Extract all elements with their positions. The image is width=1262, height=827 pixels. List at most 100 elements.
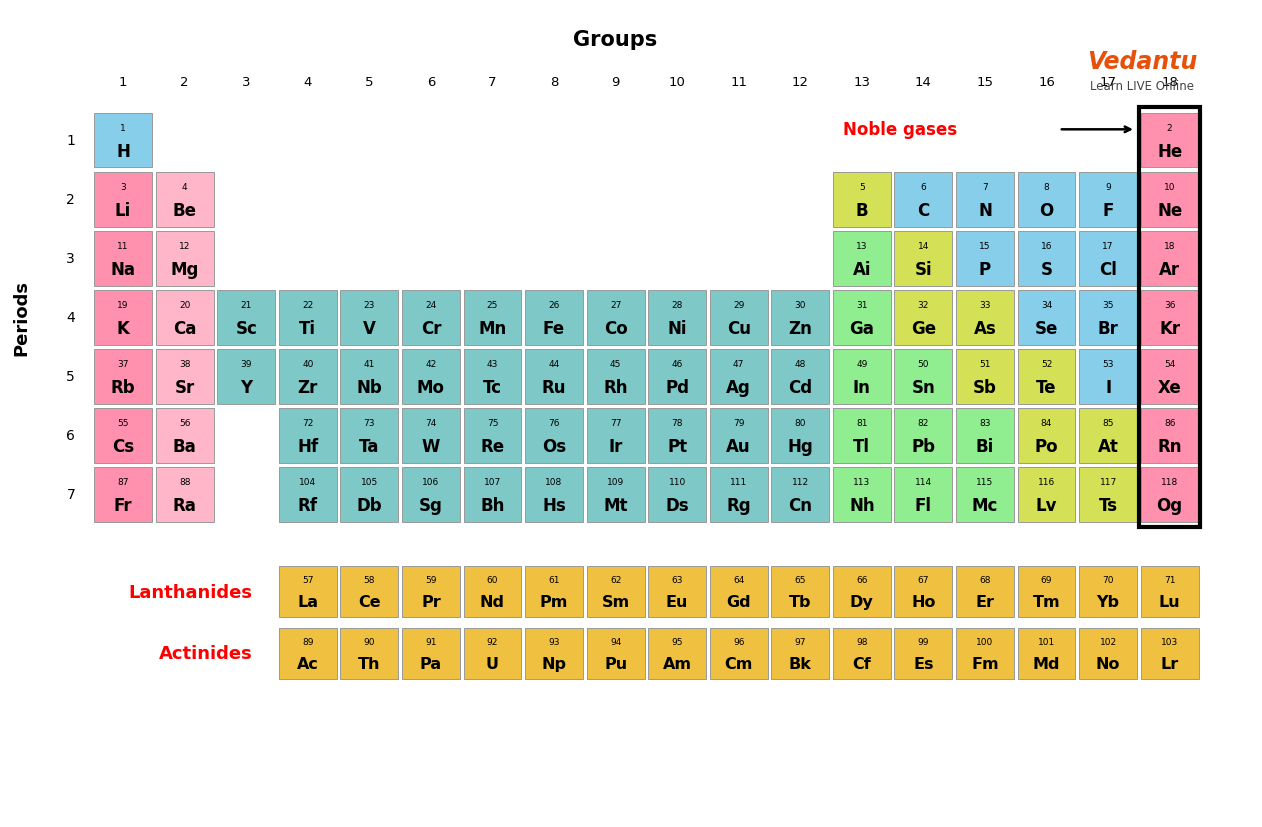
Text: 60: 60 xyxy=(487,575,498,584)
Text: 116: 116 xyxy=(1037,477,1055,486)
Text: 17: 17 xyxy=(1102,241,1114,251)
Bar xyxy=(1141,628,1199,680)
Text: 16: 16 xyxy=(1041,241,1053,251)
Bar xyxy=(1079,566,1137,618)
Text: 15: 15 xyxy=(977,76,993,89)
Text: 15: 15 xyxy=(979,241,991,251)
Bar xyxy=(155,173,213,227)
Bar xyxy=(95,290,151,345)
Bar xyxy=(709,566,767,618)
Text: Co: Co xyxy=(603,319,627,337)
Text: 8: 8 xyxy=(550,76,558,89)
Text: 43: 43 xyxy=(487,360,498,368)
Bar xyxy=(403,290,459,345)
Text: 5: 5 xyxy=(859,183,864,191)
Bar xyxy=(833,173,891,227)
Bar xyxy=(279,290,337,345)
Text: I: I xyxy=(1106,379,1111,396)
Text: F: F xyxy=(1103,202,1114,219)
Bar xyxy=(463,566,521,618)
Bar xyxy=(341,628,399,680)
Bar xyxy=(1141,350,1199,404)
Text: Tl: Tl xyxy=(853,437,871,456)
Bar xyxy=(771,566,829,618)
Bar xyxy=(587,350,645,404)
Bar xyxy=(1141,566,1199,618)
Text: 78: 78 xyxy=(671,418,683,428)
Text: Ho: Ho xyxy=(911,595,935,609)
Text: 58: 58 xyxy=(363,575,375,584)
Text: Ca: Ca xyxy=(173,319,197,337)
Bar xyxy=(1017,350,1075,404)
Text: 107: 107 xyxy=(483,477,501,486)
Bar xyxy=(1079,409,1137,463)
Text: Er: Er xyxy=(976,595,994,609)
Bar xyxy=(957,409,1013,463)
Text: 5: 5 xyxy=(365,76,374,89)
Text: Cn: Cn xyxy=(789,496,813,514)
Text: Te: Te xyxy=(1036,379,1056,396)
Bar xyxy=(403,467,459,522)
Bar xyxy=(403,566,459,618)
Text: 52: 52 xyxy=(1041,360,1053,368)
Text: 48: 48 xyxy=(795,360,806,368)
Text: 30: 30 xyxy=(795,300,806,309)
Text: 10: 10 xyxy=(1164,183,1175,191)
Text: Ac: Ac xyxy=(297,657,319,672)
Text: 18: 18 xyxy=(1164,241,1175,251)
Text: Pd: Pd xyxy=(665,379,689,396)
Text: 65: 65 xyxy=(795,575,806,584)
Bar xyxy=(957,566,1013,618)
Bar xyxy=(1141,173,1199,227)
Text: Og: Og xyxy=(1156,496,1182,514)
Text: 49: 49 xyxy=(856,360,867,368)
Text: 36: 36 xyxy=(1164,300,1175,309)
Text: 35: 35 xyxy=(1102,300,1114,309)
Text: 44: 44 xyxy=(549,360,559,368)
Bar xyxy=(463,409,521,463)
Text: Rn: Rn xyxy=(1157,437,1182,456)
Text: K: K xyxy=(116,319,130,337)
Text: N: N xyxy=(978,202,992,219)
Text: 104: 104 xyxy=(299,477,317,486)
Text: 85: 85 xyxy=(1102,418,1114,428)
Text: 1: 1 xyxy=(119,76,127,89)
Bar xyxy=(525,350,583,404)
Text: 7: 7 xyxy=(488,76,497,89)
Bar xyxy=(155,232,213,286)
Text: 77: 77 xyxy=(610,418,621,428)
Text: 73: 73 xyxy=(363,418,375,428)
Text: Noble gases: Noble gases xyxy=(843,122,958,139)
Text: Pb: Pb xyxy=(911,437,935,456)
Text: 46: 46 xyxy=(671,360,683,368)
Bar xyxy=(1140,108,1200,528)
Text: Rf: Rf xyxy=(298,496,318,514)
Bar xyxy=(463,628,521,680)
Text: Mn: Mn xyxy=(478,319,506,337)
Bar xyxy=(463,290,521,345)
Text: Ir: Ir xyxy=(608,437,623,456)
Text: 87: 87 xyxy=(117,477,129,486)
Text: 96: 96 xyxy=(733,637,745,646)
Bar xyxy=(895,350,953,404)
Text: 13: 13 xyxy=(853,76,871,89)
Bar xyxy=(957,628,1013,680)
Text: Tb: Tb xyxy=(789,595,811,609)
Text: 68: 68 xyxy=(979,575,991,584)
Text: 99: 99 xyxy=(917,637,929,646)
Text: Po: Po xyxy=(1035,437,1059,456)
Bar xyxy=(1079,628,1137,680)
Text: Periods: Periods xyxy=(13,280,30,356)
Bar xyxy=(1079,350,1137,404)
Bar xyxy=(957,232,1013,286)
Text: Ge: Ge xyxy=(911,319,936,337)
Text: 5: 5 xyxy=(67,370,76,384)
Text: 33: 33 xyxy=(979,300,991,309)
Text: Es: Es xyxy=(914,657,934,672)
Text: S: S xyxy=(1041,261,1053,279)
Text: Bi: Bi xyxy=(976,437,994,456)
Text: Mg: Mg xyxy=(170,261,199,279)
Bar xyxy=(649,409,707,463)
Text: W: W xyxy=(422,437,440,456)
Bar xyxy=(95,113,151,168)
